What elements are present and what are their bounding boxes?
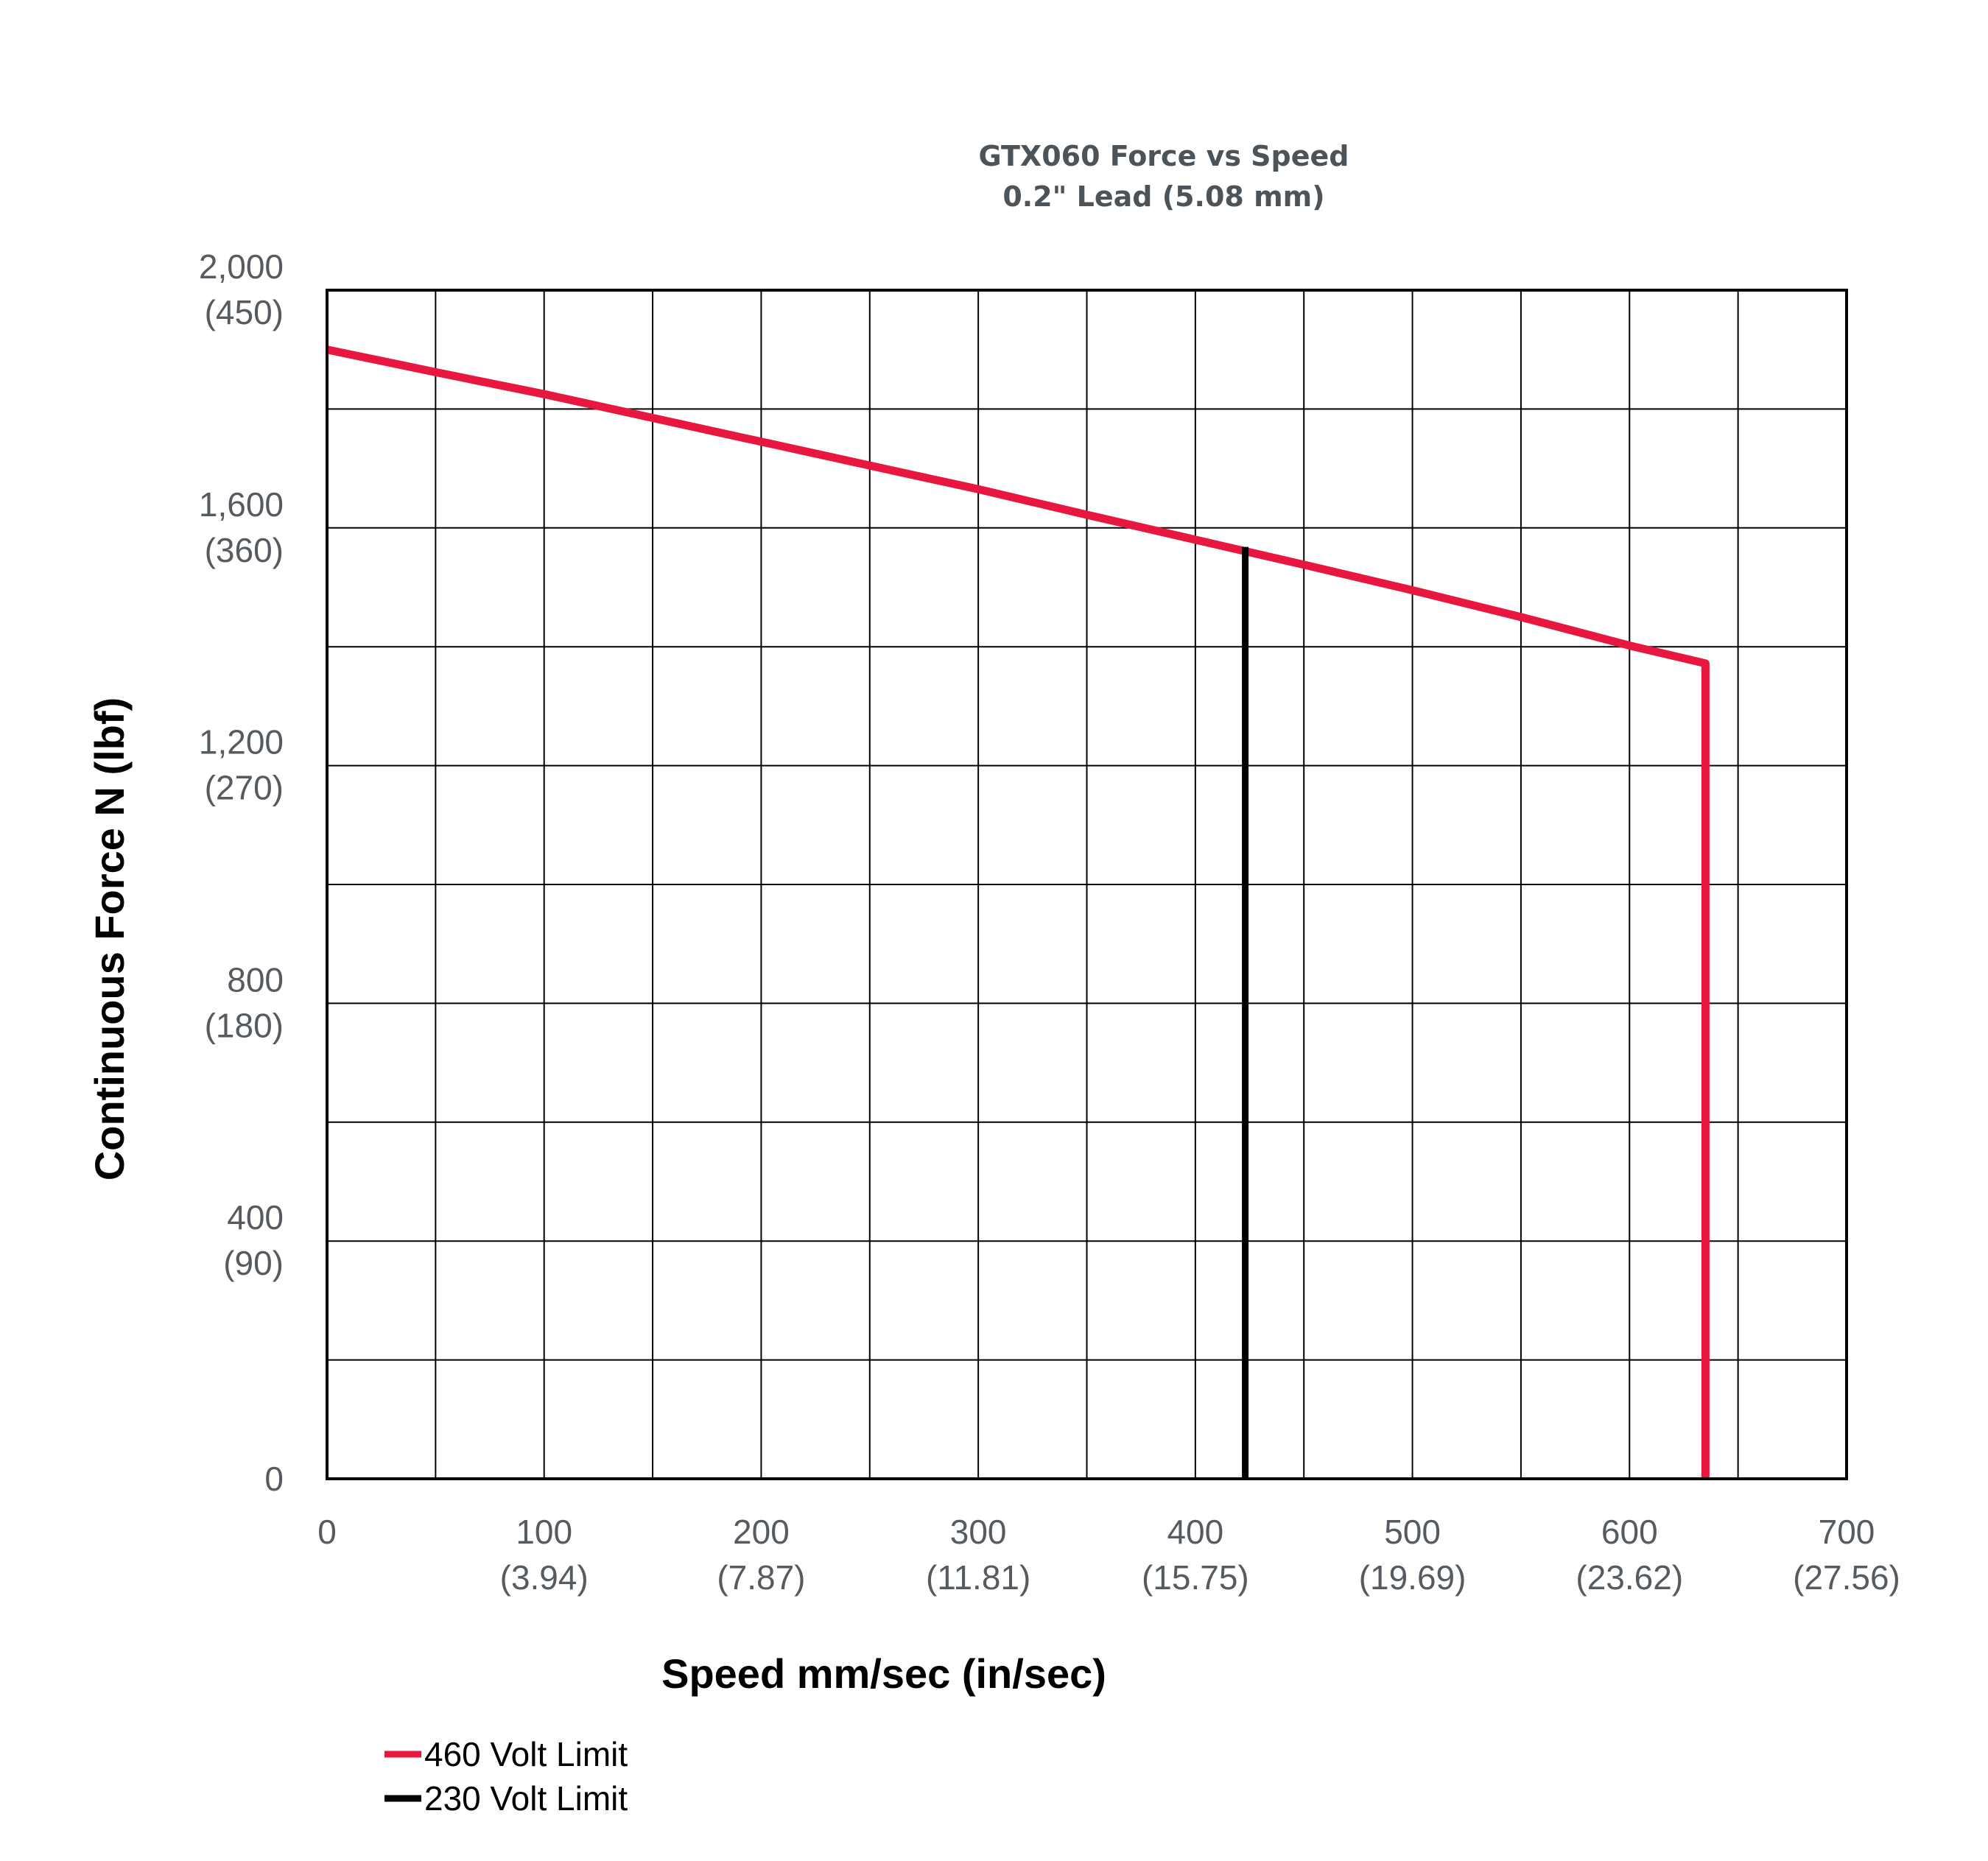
plot-area-border <box>326 289 1848 1480</box>
y-tick-sublabel: (270) <box>205 769 284 807</box>
x-tick-label: 700 <box>1819 1513 1875 1551</box>
y-tick-label: 0 <box>264 1460 284 1498</box>
grid <box>327 290 1847 1479</box>
y-tick-sublabel: (180) <box>205 1006 284 1044</box>
y-tick-label: 2,000 <box>199 247 284 286</box>
x-tick-label: 300 <box>950 1513 1007 1551</box>
y-tick-sublabel: (90) <box>223 1244 284 1282</box>
y-axis-ticks: 0 400 (90) 800 (180) 1,200 (270) 1,600 (360) 2,00… <box>199 247 284 1498</box>
y-tick-label: 1,600 <box>199 485 284 524</box>
x-tick-sublabel: (7.87) <box>717 1558 805 1597</box>
x-tick-sublabel: (11.81) <box>926 1558 1030 1597</box>
x-axis-ticks: 0 100 (3.94) 200 (7.87) 300 (11.81) 400 (15.75) 5… <box>317 1513 1900 1597</box>
x-tick-label: 100 <box>516 1513 572 1551</box>
x-tick-label: 0 <box>317 1513 337 1551</box>
series-line-460-volt-limit <box>326 345 1710 1479</box>
y-tick-sublabel: (360) <box>205 531 284 569</box>
x-tick-sublabel: (23.62) <box>1576 1558 1683 1597</box>
chart-subtitle: 0.2" Lead (5.08 mm) <box>1002 180 1324 213</box>
x-tick-sublabel: (15.75) <box>1142 1558 1249 1597</box>
x-tick-sublabel: (19.69) <box>1359 1558 1467 1597</box>
legend-label: 230 Volt Limit <box>424 1779 628 1818</box>
series-group <box>326 345 1710 1479</box>
x-tick-label: 400 <box>1167 1513 1223 1551</box>
y-tick-label: 400 <box>227 1198 284 1236</box>
y-axis-label: Continuous Force N (lbf) <box>86 697 133 1181</box>
x-tick-sublabel: (3.94) <box>500 1558 589 1597</box>
x-tick-label: 600 <box>1601 1513 1658 1551</box>
x-tick-label: 500 <box>1384 1513 1441 1551</box>
x-tick-label: 200 <box>733 1513 790 1551</box>
y-tick-sublabel: (450) <box>205 293 284 331</box>
y-tick-label: 800 <box>227 960 284 999</box>
legend: 460 Volt Limit 230 Volt Limit <box>384 1735 628 1818</box>
x-axis-label: Speed mm/sec (in/sec) <box>661 1650 1106 1697</box>
legend-label: 460 Volt Limit <box>424 1735 628 1773</box>
y-tick-label: 1,200 <box>199 723 284 761</box>
x-tick-sublabel: (27.56) <box>1793 1558 1900 1597</box>
chart-title: GTX060 Force vs Speed <box>978 140 1349 172</box>
